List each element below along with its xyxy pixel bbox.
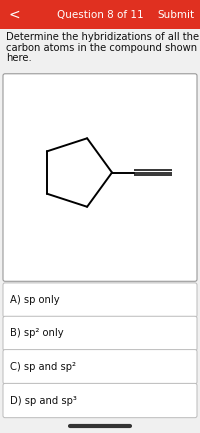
Text: D) sp and sp³: D) sp and sp³ xyxy=(10,395,77,406)
Text: here.: here. xyxy=(6,53,32,64)
Text: <: < xyxy=(8,8,20,22)
Text: A) sp only: A) sp only xyxy=(10,295,60,305)
FancyBboxPatch shape xyxy=(3,383,197,418)
Text: C) sp and sp²: C) sp and sp² xyxy=(10,362,76,372)
Text: carbon atoms in the compound shown: carbon atoms in the compound shown xyxy=(6,43,197,53)
FancyBboxPatch shape xyxy=(3,283,197,317)
FancyBboxPatch shape xyxy=(3,349,197,384)
Text: Submit: Submit xyxy=(157,10,194,20)
Text: Question 8 of 11: Question 8 of 11 xyxy=(57,10,143,20)
Text: Determine the hybridizations of all the: Determine the hybridizations of all the xyxy=(6,32,199,42)
FancyBboxPatch shape xyxy=(3,74,197,281)
Text: B) sp² only: B) sp² only xyxy=(10,328,64,339)
FancyBboxPatch shape xyxy=(3,316,197,351)
Bar xyxy=(0,0,200,29)
